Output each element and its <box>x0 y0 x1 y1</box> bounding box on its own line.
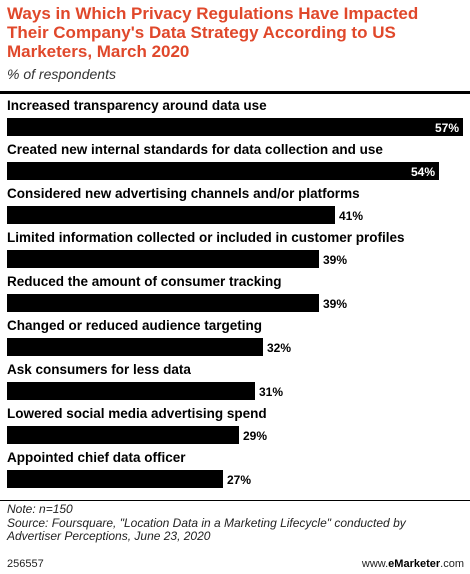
bar <box>7 382 255 400</box>
category-label: Ask consumers for less data <box>7 362 191 377</box>
value-label: 39% <box>323 253 347 267</box>
category-label: Reduced the amount of consumer tracking <box>7 274 282 289</box>
category-label: Changed or reduced audience targeting <box>7 318 262 333</box>
chart-id: 256557 <box>7 558 44 570</box>
note-line-2: Source: Foursquare, "Location Data in a … <box>7 515 406 530</box>
category-label: Lowered social media advertising spend <box>7 406 267 421</box>
note-line-1: Note: n=150 <box>7 502 73 516</box>
brand-link[interactable]: www.eMarketer.com <box>362 558 464 570</box>
bottom-divider <box>0 500 470 501</box>
value-label: 29% <box>243 429 267 443</box>
value-label: 31% <box>259 385 283 399</box>
chart-title: Ways in Which Privacy Regulations Have I… <box>7 4 447 61</box>
category-label: Limited information collected or include… <box>7 230 405 245</box>
brand-suffix: .com <box>440 558 464 570</box>
value-label: 39% <box>323 297 347 311</box>
brand-prefix: www. <box>361 558 389 570</box>
category-label: Appointed chief data officer <box>7 450 186 465</box>
bar <box>7 338 263 356</box>
bar <box>7 426 239 444</box>
source-note: Note: n=150 Source: Foursquare, "Locatio… <box>7 502 467 544</box>
chart-subtitle: % of respondents <box>7 66 116 82</box>
value-label: 27% <box>227 473 251 487</box>
value-label: 54% <box>411 165 435 179</box>
brand-name: eMarketer <box>388 558 441 570</box>
value-label: 32% <box>267 341 291 355</box>
title-line-1: Ways in Which Privacy Regulations Have I… <box>7 4 419 23</box>
category-label: Created new internal standards for data … <box>7 142 383 157</box>
note-line-3: Advertiser Perceptions, June 23, 2020 <box>7 529 211 543</box>
category-label: Considered new advertising channels and/… <box>7 186 360 201</box>
bar-chart: Increased transparency around data use 57… <box>7 98 463 488</box>
value-label: 41% <box>339 209 363 223</box>
title-line-3: Marketers, March 2020 <box>7 42 190 61</box>
top-divider <box>0 91 470 94</box>
bar <box>7 118 463 136</box>
bar <box>7 470 223 488</box>
title-line-2: Their Company's Data Strategy According … <box>7 23 396 42</box>
bar <box>7 250 319 268</box>
category-label: Increased transparency around data use <box>7 98 267 113</box>
bar <box>7 162 439 180</box>
bar <box>7 294 319 312</box>
value-label: 57% <box>435 121 459 135</box>
bar <box>7 206 335 224</box>
